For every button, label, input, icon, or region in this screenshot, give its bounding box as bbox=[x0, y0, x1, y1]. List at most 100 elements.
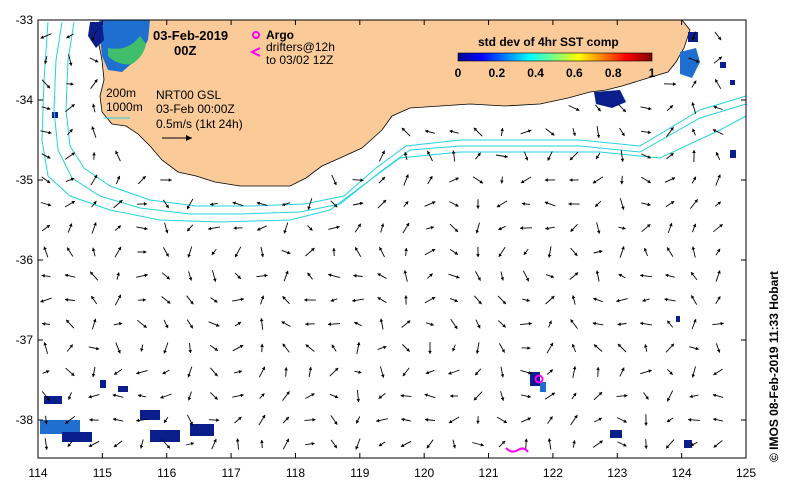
current-arrow bbox=[642, 298, 650, 302]
current-arrow bbox=[114, 225, 122, 231]
current-arrow bbox=[113, 199, 123, 209]
current-arrow bbox=[332, 247, 336, 257]
current-arrow bbox=[258, 366, 266, 378]
lat-tick-label: -38 bbox=[16, 413, 34, 427]
current-arrow bbox=[424, 248, 436, 256]
current-arrow bbox=[400, 394, 412, 398]
current-arrow bbox=[713, 105, 723, 110]
current-arrow bbox=[137, 319, 147, 329]
contour-1000m-label: 1000m bbox=[106, 100, 143, 114]
current-arrow bbox=[640, 321, 652, 326]
current-arrow bbox=[619, 367, 625, 377]
current-arrow bbox=[354, 223, 362, 233]
current-arrow bbox=[666, 390, 674, 402]
current-arrow bbox=[666, 417, 674, 423]
current-arrow bbox=[41, 224, 51, 232]
current-arrow bbox=[715, 151, 721, 161]
current-arrow bbox=[137, 394, 147, 398]
current-arrow bbox=[352, 178, 364, 182]
current-arrow bbox=[377, 199, 387, 209]
current-arrow bbox=[188, 342, 192, 354]
current-arrow bbox=[692, 128, 696, 136]
current-arrow bbox=[44, 438, 49, 450]
current-arrow bbox=[520, 369, 532, 375]
current-arrow bbox=[186, 224, 194, 232]
current-arrow bbox=[137, 250, 147, 254]
current-arrow bbox=[185, 442, 195, 446]
current-arrow bbox=[260, 295, 265, 305]
current-arrow bbox=[450, 394, 458, 398]
current-arrow bbox=[65, 103, 75, 113]
current-arrow bbox=[403, 201, 409, 207]
current-arrow bbox=[475, 152, 481, 160]
current-arrow bbox=[476, 199, 480, 209]
lat-tick-label: -33 bbox=[16, 13, 34, 27]
current-arrow bbox=[428, 342, 432, 354]
current-arrow bbox=[691, 318, 697, 330]
current-arrow bbox=[186, 295, 194, 305]
current-arrow bbox=[545, 295, 555, 305]
current-arrow bbox=[666, 320, 674, 328]
current-arrow bbox=[643, 392, 649, 400]
current-arrow bbox=[356, 389, 361, 403]
scale-arrow bbox=[162, 135, 192, 141]
current-arrow bbox=[450, 318, 458, 330]
current-arrow bbox=[91, 318, 97, 330]
current-arrow bbox=[524, 438, 528, 450]
current-arrow bbox=[640, 130, 652, 135]
lon-tick-label: 114 bbox=[28, 466, 47, 480]
current-arrow bbox=[90, 174, 98, 186]
current-arrow bbox=[68, 392, 72, 400]
current-arrow bbox=[307, 198, 313, 210]
current-arrow bbox=[260, 246, 265, 258]
current-arrow bbox=[569, 272, 579, 280]
current-arrow bbox=[616, 417, 628, 423]
current-arrow bbox=[616, 298, 628, 303]
current-arrow bbox=[256, 273, 268, 278]
current-arrow bbox=[448, 369, 460, 375]
current-arrow bbox=[713, 56, 723, 64]
colorbar-title: std dev of 4hr SST comp bbox=[478, 35, 619, 49]
cloud-patches bbox=[40, 20, 736, 448]
current-arrow bbox=[401, 320, 411, 328]
current-arrow bbox=[644, 414, 648, 426]
lon-tick-label: 120 bbox=[414, 466, 434, 480]
current-arrow bbox=[665, 343, 675, 353]
current-arrow bbox=[66, 247, 74, 257]
current-arrow bbox=[208, 321, 220, 327]
current-arrow bbox=[186, 319, 194, 329]
current-arrow bbox=[521, 202, 531, 206]
current-arrow bbox=[114, 246, 122, 258]
current-arrow bbox=[281, 321, 291, 327]
current-arrow bbox=[89, 57, 99, 63]
current-arrow bbox=[641, 223, 651, 233]
lon-tick-label: 121 bbox=[479, 466, 499, 480]
current-arrow bbox=[401, 127, 411, 137]
current-arrow bbox=[473, 127, 483, 137]
date-title: 03-Feb-2019 bbox=[153, 28, 228, 43]
current-arrow bbox=[712, 321, 724, 326]
current-arrow bbox=[520, 321, 532, 326]
current-arrow bbox=[400, 440, 412, 448]
lon-tick-label: 119 bbox=[350, 466, 369, 480]
current-arrow bbox=[688, 418, 700, 422]
current-arrow bbox=[448, 416, 460, 424]
current-arrow bbox=[688, 57, 700, 63]
current-arrow bbox=[136, 273, 148, 278]
current-arrow bbox=[331, 344, 337, 352]
current-arrow bbox=[64, 273, 76, 278]
lon-tick-label: 118 bbox=[286, 466, 305, 480]
current-arrow bbox=[666, 247, 674, 257]
scale-label: 0.5m/s (1kt 24h) bbox=[156, 117, 243, 131]
current-arrow bbox=[90, 295, 98, 305]
current-arrow bbox=[571, 295, 576, 305]
current-arrow bbox=[329, 393, 339, 399]
current-arrow bbox=[43, 342, 49, 354]
current-arrow bbox=[546, 369, 554, 375]
current-arrow bbox=[547, 246, 552, 258]
current-arrow bbox=[499, 343, 505, 353]
current-arrow bbox=[544, 178, 556, 182]
current-arrow bbox=[210, 367, 218, 377]
current-arrow bbox=[233, 226, 243, 230]
product-time-label: 03-Feb 00:00Z bbox=[156, 102, 235, 116]
